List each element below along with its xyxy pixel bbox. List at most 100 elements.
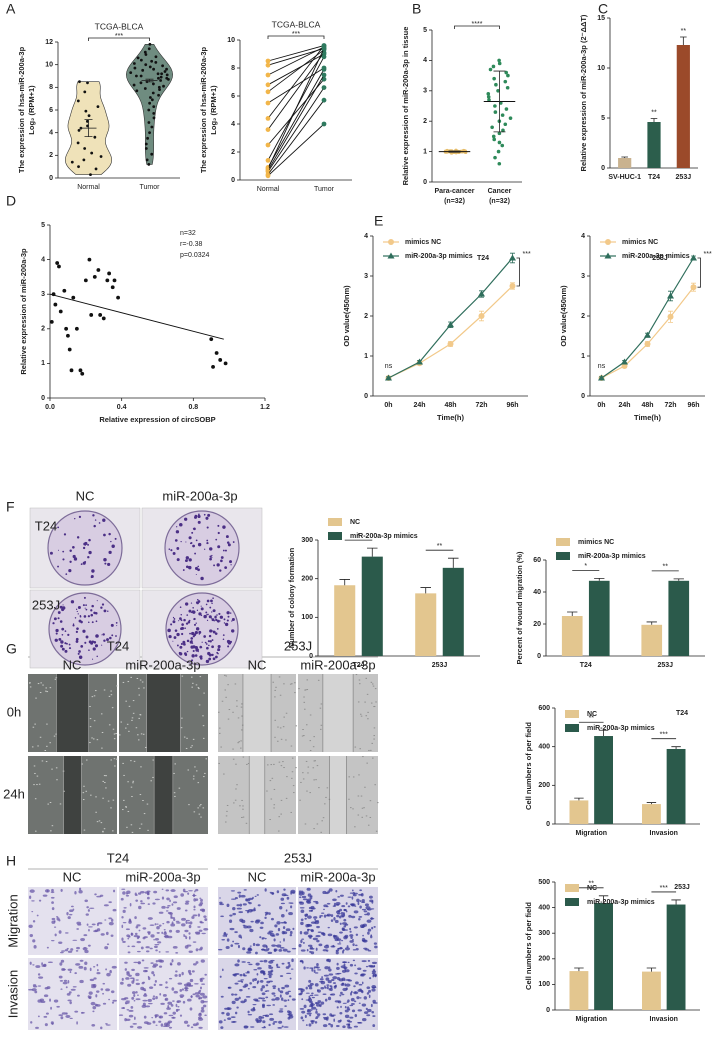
cells bbox=[83, 934, 88, 937]
cells bbox=[41, 962, 43, 966]
cells bbox=[336, 1006, 339, 1009]
cells bbox=[153, 973, 156, 977]
cells bbox=[205, 758, 207, 760]
cells bbox=[148, 1002, 153, 1005]
cells bbox=[80, 1011, 84, 1014]
cells bbox=[50, 1021, 54, 1025]
cells bbox=[316, 823, 319, 825]
cells bbox=[147, 917, 153, 920]
error-bar bbox=[574, 967, 584, 972]
cells bbox=[303, 1004, 307, 1009]
legend-swatch bbox=[328, 518, 342, 526]
cells bbox=[304, 708, 306, 710]
cells bbox=[124, 997, 129, 1000]
point bbox=[135, 89, 139, 93]
colony bbox=[179, 645, 183, 649]
point bbox=[147, 47, 151, 51]
cells bbox=[349, 963, 354, 967]
cells bbox=[196, 770, 198, 772]
cells bbox=[127, 681, 130, 683]
cells bbox=[33, 945, 37, 949]
cells bbox=[327, 926, 330, 929]
cells bbox=[226, 1012, 230, 1016]
cells bbox=[236, 1006, 239, 1009]
colony bbox=[223, 622, 226, 624]
cells bbox=[339, 994, 342, 997]
cells bbox=[83, 966, 87, 971]
cells bbox=[348, 798, 350, 800]
cells bbox=[354, 964, 357, 967]
cells bbox=[129, 903, 132, 907]
point bbox=[86, 81, 89, 85]
cells bbox=[272, 1022, 275, 1025]
cells bbox=[253, 907, 256, 911]
cells bbox=[354, 826, 356, 828]
cells bbox=[160, 1023, 164, 1027]
cells bbox=[175, 929, 180, 933]
cells bbox=[371, 984, 377, 989]
cells bbox=[242, 756, 245, 758]
cells bbox=[82, 799, 85, 801]
cells bbox=[230, 898, 237, 900]
cells bbox=[100, 988, 104, 991]
cells bbox=[326, 902, 331, 905]
cells bbox=[201, 1006, 205, 1010]
cells bbox=[256, 973, 259, 976]
colony bbox=[57, 611, 61, 614]
cells bbox=[308, 995, 311, 998]
colony bbox=[206, 619, 209, 621]
point bbox=[165, 73, 169, 77]
cells bbox=[126, 826, 128, 828]
cells bbox=[299, 1007, 305, 1010]
cells bbox=[42, 894, 48, 897]
colony bbox=[227, 543, 231, 547]
cells bbox=[358, 893, 363, 896]
colony bbox=[180, 541, 182, 543]
cells bbox=[39, 736, 42, 738]
cells bbox=[226, 804, 229, 806]
colony bbox=[211, 646, 214, 648]
cells bbox=[284, 921, 287, 924]
cells bbox=[319, 980, 324, 983]
cells bbox=[363, 1011, 369, 1014]
cells bbox=[139, 679, 142, 681]
cells bbox=[232, 940, 235, 943]
cells bbox=[370, 935, 373, 939]
colony bbox=[170, 549, 173, 552]
colony bbox=[58, 637, 62, 641]
cells bbox=[333, 936, 338, 940]
wound-gap bbox=[146, 674, 181, 752]
cells bbox=[77, 994, 80, 997]
cells bbox=[62, 981, 68, 985]
cells bbox=[132, 700, 135, 702]
cells bbox=[112, 908, 117, 912]
panel-letter: H bbox=[6, 853, 16, 869]
cells bbox=[304, 913, 309, 917]
point bbox=[505, 85, 510, 90]
wound-gap bbox=[63, 756, 82, 834]
cells bbox=[127, 983, 132, 987]
cells bbox=[317, 931, 322, 933]
cells bbox=[354, 746, 357, 748]
cells bbox=[132, 782, 134, 784]
cells bbox=[233, 802, 235, 804]
cells bbox=[261, 997, 266, 1000]
cells bbox=[322, 1024, 328, 1028]
cells bbox=[132, 991, 136, 995]
cells bbox=[322, 1013, 327, 1016]
cells bbox=[93, 720, 96, 722]
cells bbox=[236, 907, 242, 910]
point bbox=[494, 82, 498, 87]
cells bbox=[102, 831, 104, 833]
cells bbox=[273, 788, 276, 790]
cells bbox=[231, 1000, 236, 1005]
cells bbox=[203, 692, 205, 694]
cells bbox=[198, 948, 203, 951]
cells bbox=[357, 814, 360, 816]
cells bbox=[146, 803, 149, 805]
cells bbox=[371, 742, 373, 744]
wound-gap bbox=[249, 756, 265, 834]
cells bbox=[161, 905, 166, 909]
cells bbox=[357, 1009, 363, 1012]
cells bbox=[350, 997, 355, 1002]
